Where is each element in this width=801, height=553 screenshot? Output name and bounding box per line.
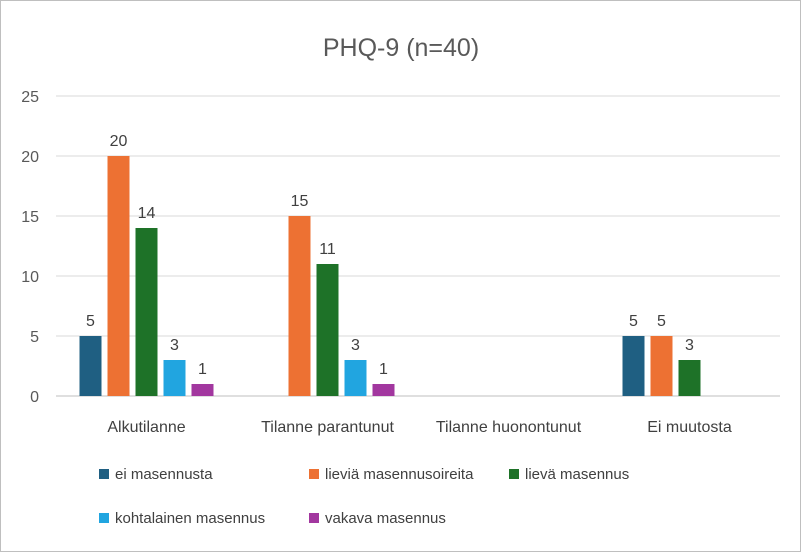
bar bbox=[622, 336, 645, 396]
data-label: 1 bbox=[198, 361, 207, 378]
x-category-label: Alkutilanne bbox=[107, 419, 185, 436]
y-tick-label: 10 bbox=[21, 269, 39, 286]
bar bbox=[344, 360, 367, 396]
y-tick-label: 20 bbox=[21, 149, 39, 166]
data-label: 11 bbox=[319, 241, 336, 258]
data-label: 1 bbox=[379, 361, 388, 378]
data-label: 3 bbox=[685, 337, 694, 354]
y-tick-label: 5 bbox=[30, 329, 39, 346]
x-category-label: Tilanne huonontunut bbox=[436, 419, 582, 436]
legend-entry: lieviä masennusoireita bbox=[325, 466, 474, 483]
data-label: 3 bbox=[170, 337, 179, 354]
bar bbox=[288, 216, 311, 396]
legend-swatch bbox=[99, 469, 109, 479]
x-category-label: Ei muutosta bbox=[647, 419, 732, 436]
x-axis-categories: Alkutilanne Tilanne parantunut Tilanne huo… bbox=[107, 419, 731, 436]
bars bbox=[79, 156, 701, 396]
bar bbox=[316, 264, 339, 396]
data-label: 3 bbox=[351, 337, 360, 354]
data-label: 15 bbox=[291, 193, 309, 210]
legend-entry: ei masennusta bbox=[115, 466, 213, 483]
data-label: 5 bbox=[86, 313, 95, 330]
chart-title: PHQ-9 (n=40) bbox=[323, 34, 479, 62]
legend: ei masennusta lieviä masennusoireita lievä… bbox=[99, 466, 629, 527]
bar bbox=[135, 228, 158, 396]
legend-entry: lievä masennus bbox=[525, 466, 629, 483]
legend-swatch bbox=[309, 513, 319, 523]
x-category-label: Tilanne parantunut bbox=[261, 419, 394, 436]
bar bbox=[107, 156, 130, 396]
bar bbox=[650, 336, 673, 396]
legend-swatch bbox=[99, 513, 109, 523]
legend-entry: vakava masennus bbox=[325, 510, 446, 527]
legend-swatch bbox=[309, 469, 319, 479]
data-label: 14 bbox=[138, 205, 156, 222]
bar bbox=[678, 360, 701, 396]
y-tick-label: 0 bbox=[30, 389, 39, 406]
bar bbox=[372, 384, 395, 396]
y-axis-ticks: 0 5 10 15 20 25 bbox=[21, 89, 39, 406]
legend-swatch bbox=[509, 469, 519, 479]
bar bbox=[79, 336, 102, 396]
data-label: 5 bbox=[657, 313, 666, 330]
bar bbox=[163, 360, 186, 396]
data-label: 20 bbox=[110, 133, 128, 150]
data-label: 5 bbox=[629, 313, 638, 330]
y-tick-label: 25 bbox=[21, 89, 39, 106]
bar bbox=[191, 384, 214, 396]
y-tick-label: 15 bbox=[21, 209, 39, 226]
legend-entry: kohtalainen masennus bbox=[115, 510, 265, 527]
